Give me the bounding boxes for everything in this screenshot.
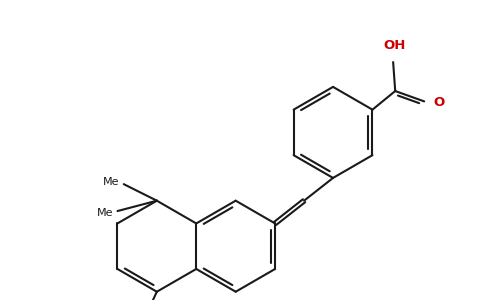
Text: O: O [434, 96, 445, 109]
Text: OH: OH [383, 39, 406, 52]
Text: Me: Me [103, 177, 120, 187]
Text: Me: Me [97, 208, 113, 218]
